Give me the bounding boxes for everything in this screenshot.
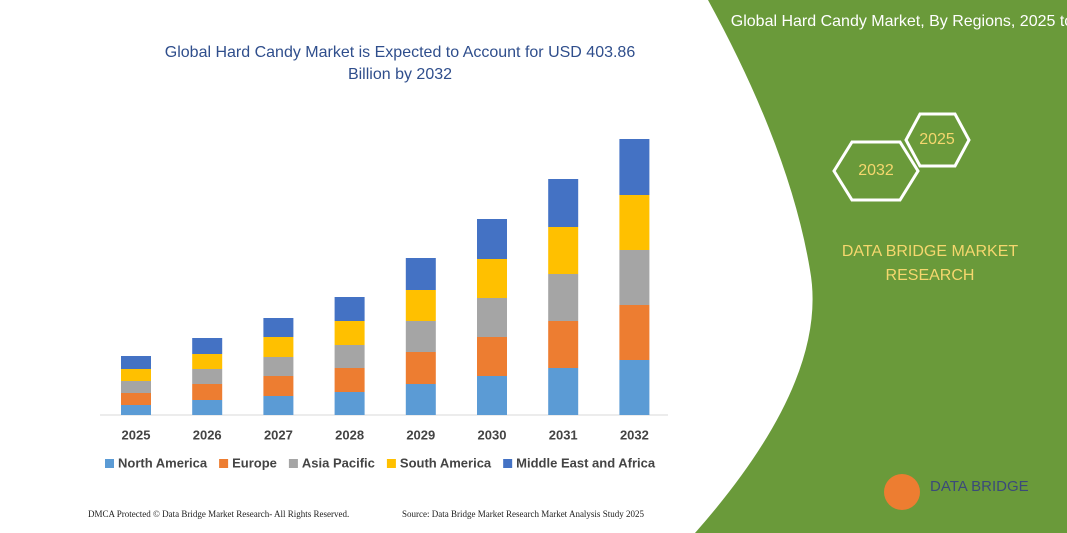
legend-label: Europe <box>232 455 277 470</box>
bar-segment <box>121 381 151 393</box>
bar-segment <box>192 354 223 369</box>
legend-swatch <box>105 459 114 468</box>
bar-segment <box>477 337 507 376</box>
footer-left: DMCA Protected © Data Bridge Market Rese… <box>88 509 349 519</box>
bar-segment <box>121 405 151 415</box>
bar-segment <box>477 259 507 298</box>
legend-swatch <box>219 459 229 468</box>
hex <box>832 140 920 202</box>
side-panel-bg <box>695 0 1067 533</box>
bar-segment <box>477 219 507 259</box>
legend-label: Middle East and Africa <box>516 455 656 470</box>
logo-icon <box>884 474 920 510</box>
bar-segment <box>263 396 294 415</box>
legend-label: South America <box>400 455 492 470</box>
bar-segment <box>548 227 579 274</box>
bar-segment <box>263 357 294 376</box>
legend-label: North America <box>118 455 208 470</box>
x-tick-label: 2032 <box>620 427 649 442</box>
brand: DATA BRIDGE MARKET RESEARCH <box>841 243 1019 284</box>
bar-segment <box>405 321 436 352</box>
bar-segment <box>192 400 223 415</box>
bar-segment <box>263 376 294 396</box>
bar-segment <box>477 298 507 337</box>
bar-segment <box>405 290 436 321</box>
x-tick-label: 2028 <box>335 427 364 442</box>
bar-segment <box>619 195 650 250</box>
bar-segment <box>405 352 436 384</box>
bar-segment <box>192 338 223 354</box>
bar-segment <box>334 297 365 321</box>
side-title-text: Global Hard Candy Market, By Regions, 20… <box>731 13 1067 30</box>
bar-segment <box>121 356 151 369</box>
plot: 2025 2026 2027 2028 2029 2030 2031 2032 North Am… <box>105 139 656 470</box>
bar-segment <box>121 369 151 381</box>
hex-label: 2025 <box>919 131 955 148</box>
bar-segment <box>548 274 579 321</box>
legend-swatch <box>386 459 396 468</box>
x-tick-label: 2026 <box>193 427 222 442</box>
x-tick-label: 2030 <box>478 427 507 442</box>
legend-swatch <box>503 459 513 468</box>
bar-segment <box>263 318 294 337</box>
bar-segment <box>619 360 650 415</box>
bar-segment <box>619 250 650 305</box>
bar-segment <box>548 179 579 227</box>
hex-label: 2032 <box>858 162 894 179</box>
bar-segment <box>121 393 151 405</box>
x-tick-label: 2031 <box>549 427 578 442</box>
bar-segment <box>334 368 365 392</box>
bar-segment <box>548 321 579 368</box>
footer-right: Source: Data Bridge Market Research Mark… <box>402 509 644 519</box>
brand-box: DATA BRIDGE MARKET RESEARCH <box>841 243 1019 284</box>
bar-segment <box>192 369 223 384</box>
bar-segment <box>334 392 365 415</box>
chart-title: Global Hard Candy Market is Expected to … <box>164 44 636 83</box>
bar-segment <box>192 384 223 400</box>
bar-segment <box>405 384 436 415</box>
bar-segment <box>619 305 650 360</box>
bar-segment <box>619 139 650 195</box>
bar-segment <box>548 368 579 415</box>
bar-segment <box>334 321 365 345</box>
bar-segment <box>263 337 294 357</box>
side-title: Global Hard Candy Market, By Regions, 20… <box>731 13 1067 30</box>
x-tick-label: 2027 <box>264 427 293 442</box>
title-box: Global Hard Candy Market is Expected to … <box>164 44 636 83</box>
bar-segment <box>405 258 436 290</box>
legend-swatch <box>288 459 298 468</box>
hex <box>904 112 971 168</box>
logo-text: DATA BRIDGE <box>930 478 1029 495</box>
x-tick-label: 2029 <box>406 427 435 442</box>
bar-segment <box>477 376 507 415</box>
bar-segment <box>334 345 365 368</box>
x-tick-label: 2025 <box>122 427 151 442</box>
legend-label: Asia Pacific <box>302 455 375 470</box>
